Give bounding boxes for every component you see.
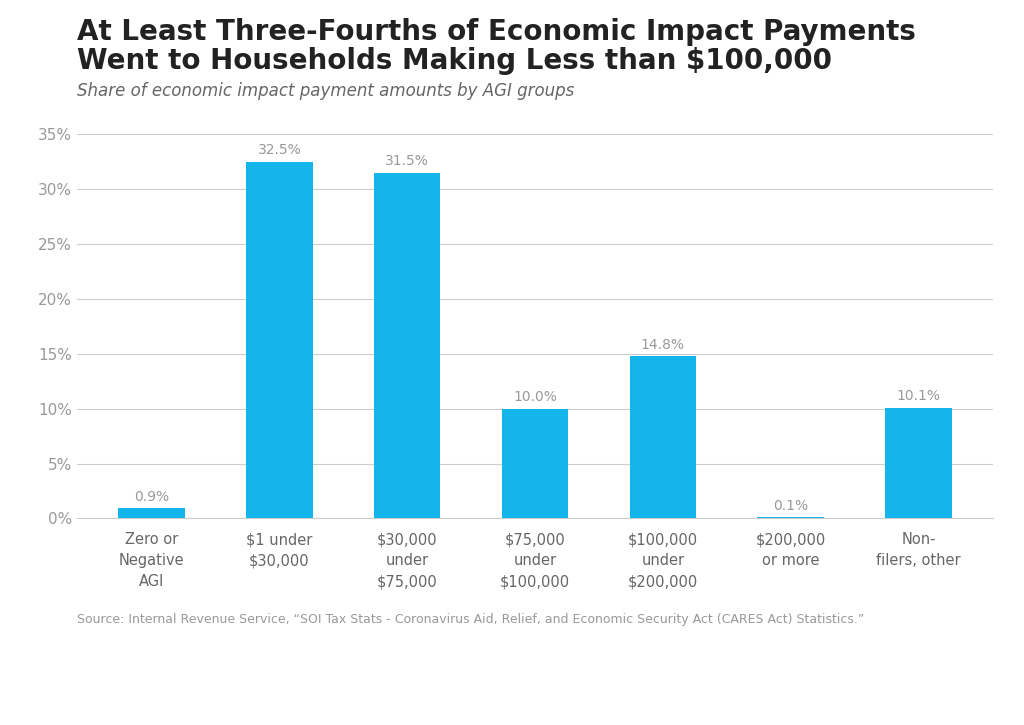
Bar (119, 508, 185, 518)
Bar (758, 517, 824, 518)
Text: 0.9%: 0.9% (134, 490, 169, 504)
Text: @TaxFoundation: @TaxFoundation (855, 687, 1004, 705)
Text: 31.5%: 31.5% (385, 154, 429, 168)
Text: 14.8%: 14.8% (641, 338, 685, 352)
Text: 10.0%: 10.0% (513, 390, 557, 405)
Text: 32.5%: 32.5% (258, 144, 301, 157)
Text: At Least Three-Fourths of Economic Impact Payments: At Least Three-Fourths of Economic Impac… (77, 18, 915, 46)
Text: Share of economic impact payment amounts by AGI groups: Share of economic impact payment amounts… (77, 82, 574, 100)
Text: 0.1%: 0.1% (773, 499, 808, 513)
Bar (885, 407, 951, 518)
Text: TAX FOUNDATION: TAX FOUNDATION (20, 687, 214, 705)
Bar (630, 356, 696, 518)
Text: Went to Households Making Less than $100,000: Went to Households Making Less than $100… (77, 47, 831, 75)
Bar (374, 173, 440, 518)
Text: Source: Internal Revenue Service, “SOI Tax Stats - Coronavirus Aid, Relief, and : Source: Internal Revenue Service, “SOI T… (77, 613, 864, 626)
Text: 10.1%: 10.1% (896, 389, 940, 403)
Bar (502, 409, 568, 518)
Bar (246, 162, 312, 518)
